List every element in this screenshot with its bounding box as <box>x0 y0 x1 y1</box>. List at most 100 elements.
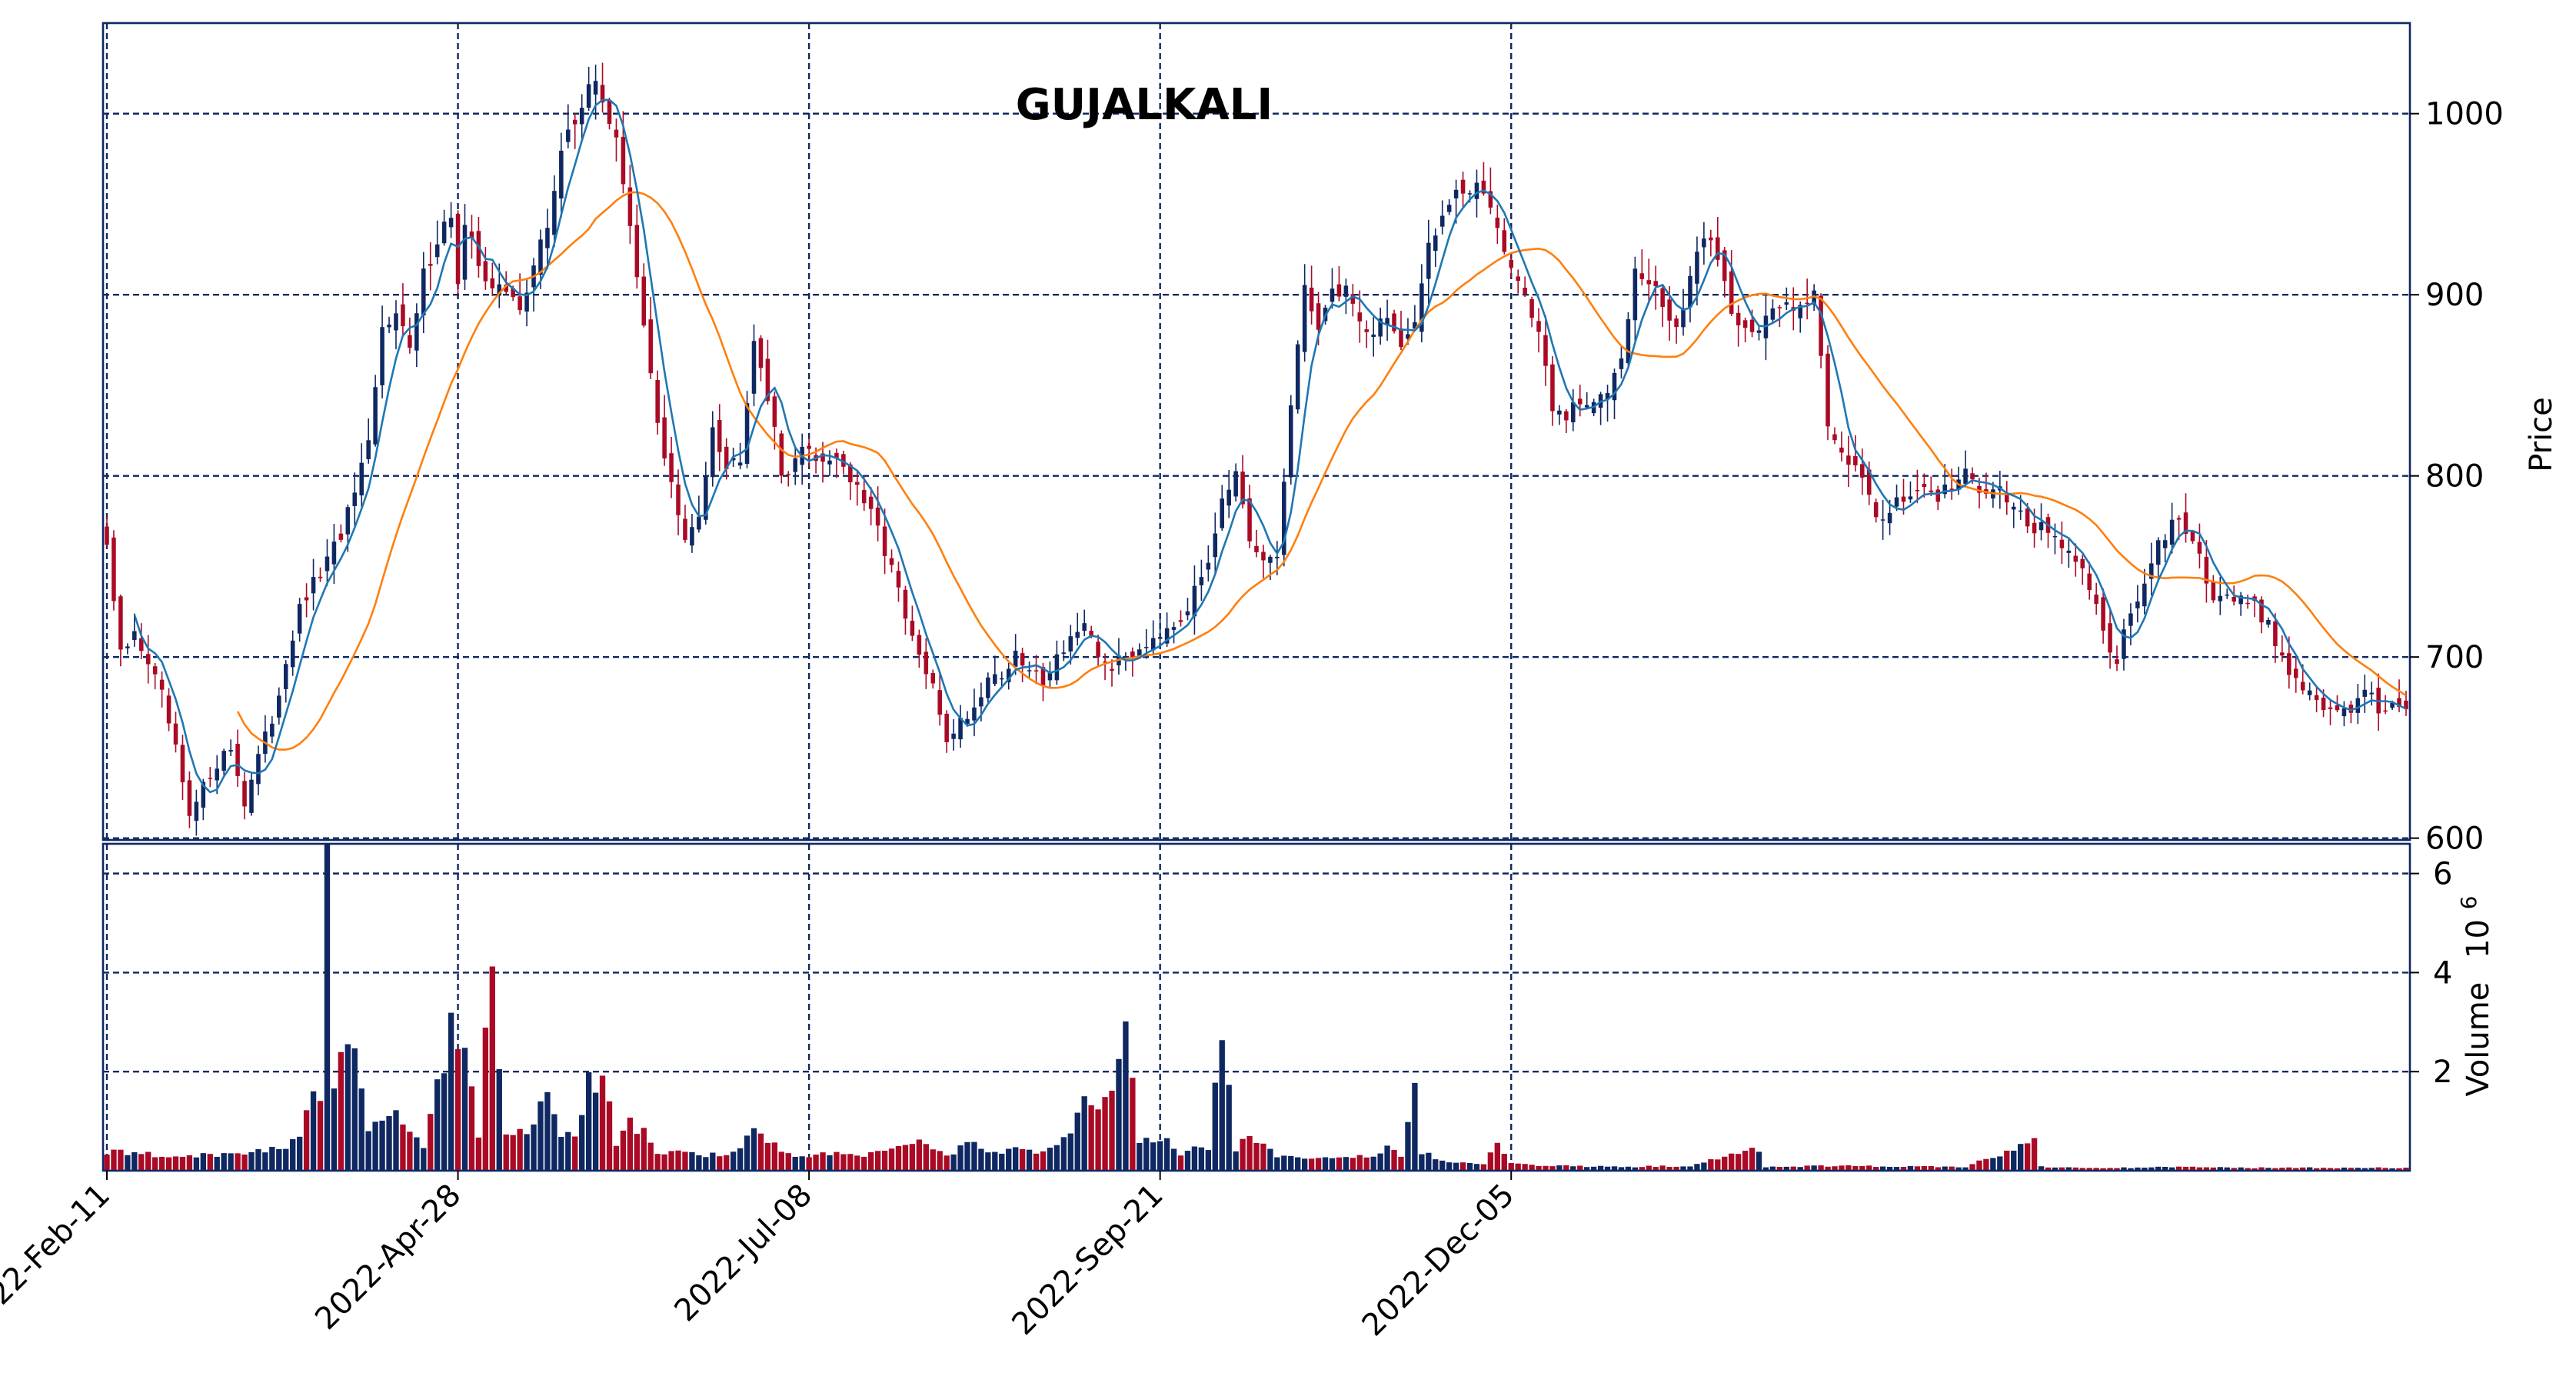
candle <box>394 300 398 350</box>
volume-bar <box>1942 1166 1948 1171</box>
volume-bar <box>1033 1153 1040 1171</box>
candle-body <box>1564 411 1569 421</box>
volume-bar <box>1928 1165 1934 1171</box>
volume-bar <box>1150 1142 1157 1171</box>
candle <box>428 242 433 291</box>
volume-bar <box>778 1151 784 1171</box>
candle <box>2225 588 2230 599</box>
volume-bar <box>2361 1168 2368 1171</box>
candle-body <box>1006 668 1011 682</box>
candle-body <box>1963 468 1968 485</box>
volume-bar <box>2293 1168 2299 1171</box>
volume-bar <box>2396 1168 2402 1171</box>
candle <box>2190 530 2195 544</box>
volume-bar <box>785 1153 791 1171</box>
candle <box>958 705 963 748</box>
candle <box>1192 565 1197 635</box>
volume-bar <box>2135 1167 2141 1171</box>
candle-body <box>2025 508 2030 527</box>
candle-body <box>125 646 130 648</box>
candle-body <box>2176 518 2182 520</box>
price-axis-ticks: 600 700 800 900 1000 <box>2410 97 2504 857</box>
candle <box>1446 198 1452 215</box>
candle-body <box>1096 642 1100 658</box>
volume-bar <box>1398 1156 1404 1171</box>
candle-body <box>2245 602 2250 605</box>
volume-axis-label-text: Volume <box>2461 982 2496 1097</box>
volume-bar <box>634 1134 640 1171</box>
candle-body <box>965 718 970 724</box>
candle-body <box>242 781 247 807</box>
volume-bar <box>1852 1165 1859 1171</box>
volume-bar <box>1377 1153 1383 1171</box>
volume-bar <box>1563 1165 1569 1171</box>
candle-body <box>2307 690 2312 695</box>
volume-bar <box>2382 1168 2388 1171</box>
volume-bar <box>1170 1148 1177 1171</box>
candle <box>1061 640 1067 662</box>
candle-body <box>1075 632 1080 638</box>
candle-body <box>737 462 743 466</box>
volume-bar <box>1742 1151 1749 1171</box>
candle <box>1054 640 1060 685</box>
candle-body <box>2128 613 2133 626</box>
candle <box>277 687 281 725</box>
volume-bar <box>696 1155 702 1171</box>
volume-bar <box>771 1142 778 1171</box>
volume-bar <box>1047 1148 1053 1171</box>
candle <box>1295 340 1300 414</box>
volume-bar <box>1026 1149 1033 1171</box>
candle-body <box>855 482 860 485</box>
candle-body <box>2052 535 2058 538</box>
candle-body <box>2115 659 2119 665</box>
candle <box>256 745 261 795</box>
candle-body <box>476 231 481 266</box>
candle <box>1302 264 1307 362</box>
volume-bar <box>1783 1166 1789 1171</box>
candle <box>1977 478 1982 509</box>
candle-body <box>1371 334 1376 338</box>
volume-bar <box>1597 1165 1604 1171</box>
candle <box>903 585 908 635</box>
candle-body <box>2122 629 2126 659</box>
volume-bar <box>1618 1167 1625 1171</box>
candle-body <box>1495 217 1500 228</box>
volume-bar <box>1006 1148 1012 1171</box>
candle-body <box>2190 532 2195 542</box>
volume-bar <box>944 1155 950 1171</box>
candle-body <box>2211 582 2216 601</box>
candle-body <box>1977 485 1982 493</box>
candle-body <box>1681 308 1686 328</box>
candle-body <box>807 445 811 449</box>
candle-body <box>1749 319 1755 332</box>
candle-body <box>1674 318 1679 328</box>
candle-body <box>1481 180 1486 194</box>
candle-body <box>662 417 667 458</box>
candle <box>1261 545 1266 578</box>
candle <box>669 436 674 498</box>
price-tick-label: 900 <box>2425 278 2484 313</box>
volume-bar <box>262 1152 268 1171</box>
candle-body <box>1846 455 1851 465</box>
volume-bar <box>1053 1145 1060 1171</box>
candle <box>1812 284 1816 312</box>
volume-bar <box>193 1157 200 1171</box>
volume-bar <box>475 1137 482 1171</box>
candle-body <box>277 695 281 718</box>
volume-bar <box>1776 1166 1783 1171</box>
candle-body <box>1695 252 1699 284</box>
candle <box>1963 450 1968 487</box>
volume-bar <box>1900 1166 1907 1171</box>
candle <box>1894 484 1899 512</box>
candle-body <box>1433 235 1438 252</box>
volume-bar <box>1536 1165 1542 1171</box>
candle <box>711 411 715 487</box>
candle-body <box>1150 638 1156 651</box>
volume-bar <box>579 1115 585 1171</box>
candle-body <box>538 239 543 275</box>
volume-bar <box>1625 1166 1632 1171</box>
candle-body <box>848 464 853 482</box>
candle-body <box>1722 250 1727 282</box>
volume-bar <box>1123 1021 1129 1171</box>
volume-bar <box>165 1157 172 1171</box>
